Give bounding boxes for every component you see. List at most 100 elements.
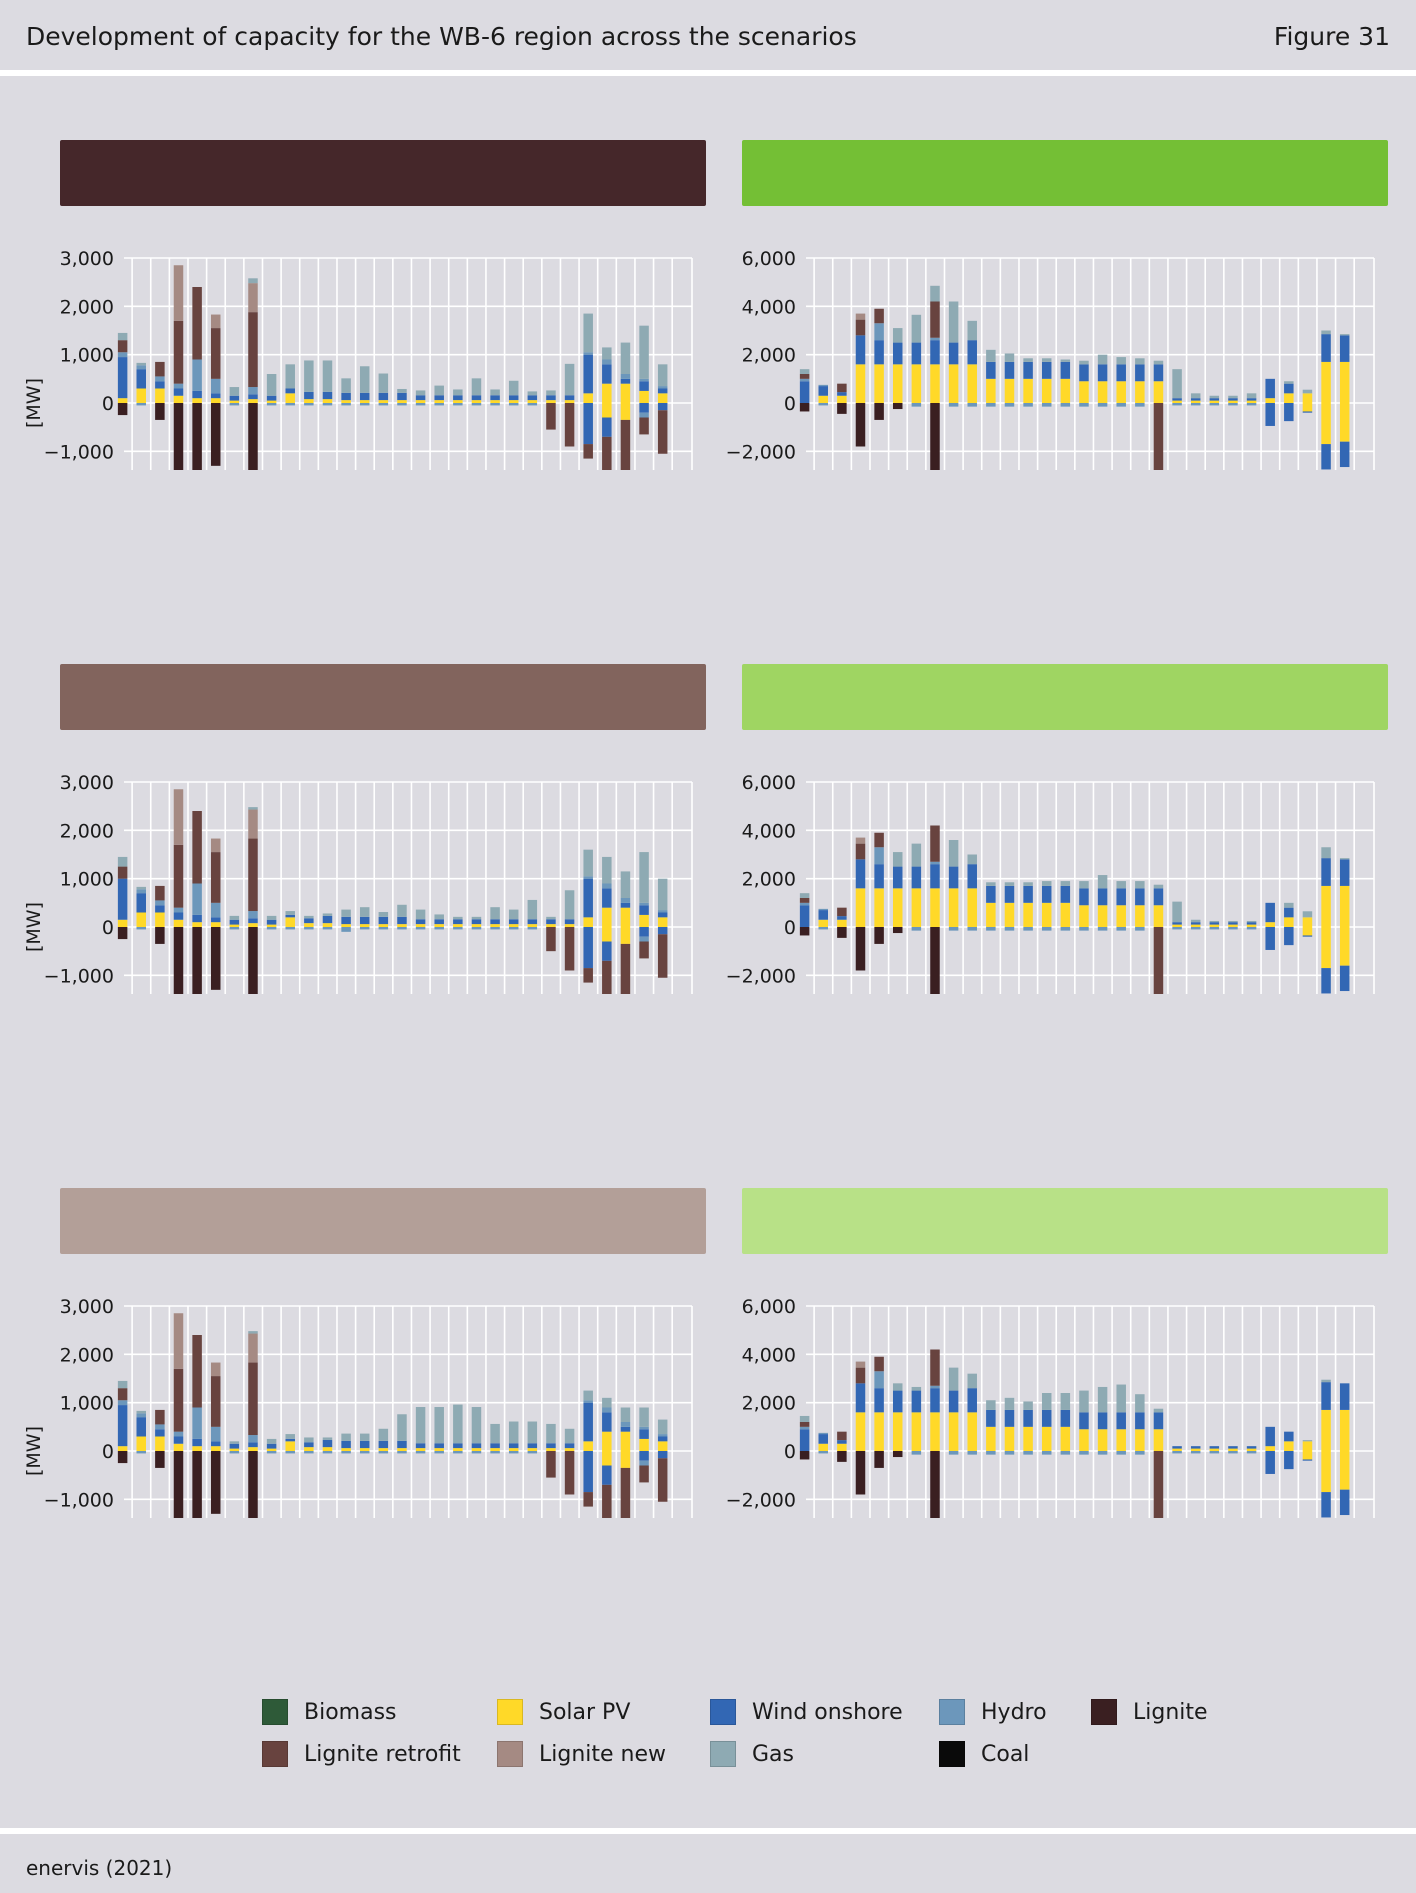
bar-segment-gas-2034 [1041,358,1052,362]
bar-segment-lignite-2024 [173,1451,184,1518]
bar-segment-solar-pv-2027 [229,924,240,927]
bar-segment-gas-2047 [602,1397,612,1408]
bar-segment-solar-pv-2038 [434,400,444,403]
bar-segment-wind-onshore-2032 [1004,361,1015,379]
bar-segment-wind-onshore-2037 [415,395,426,401]
bar-segment-wind-onshore-2034 [1041,885,1052,903]
bar-segment-solar-pv-2046 [1265,398,1275,403]
bar-segment-lignite-2028 [248,1451,258,1518]
y-tick-label: −1,000 [44,1489,114,1511]
bar-segment-gas-2038 [434,1407,444,1444]
bar-segment-hydro-2022 [136,365,146,370]
bar-segment-wind-onshore-2049 [639,403,649,413]
bar-segment-lignite-2021 [117,927,128,940]
bar-segment-hydro-2025 [192,1407,202,1439]
legend-swatch-lignite [1091,1699,1117,1725]
legend-item-lignite: Lignite [1091,1697,1208,1727]
bar-segment-hydro-2040 [471,1451,482,1454]
bar-segment-solar-pv-2037 [1097,1429,1108,1451]
bar-segment-wind-onshore-2024 [173,912,184,920]
bar-segment-hydro-2043 [527,1451,538,1454]
bar-segment-lignite-retrofit-2025 [874,832,884,848]
bar-segment-hydro-2042 [1190,403,1201,406]
bar-segment-hydro-2042 [1190,927,1201,930]
bar-segment-wind-onshore-2046 [583,878,593,918]
bar-segment-solar-pv-2041 [1172,1448,1182,1451]
bar-segment-solar-pv-2048 [620,1451,631,1468]
bar-segment-wind-onshore-2045 [564,395,575,401]
bar-segment-lignite-2028 [248,927,258,994]
bar-segment-wind-onshore-2045 [1246,1446,1257,1449]
bar-segment-wind-onshore-2031 [304,391,314,400]
y-tick-label: 0 [784,1441,796,1463]
bar-segment-wind-onshore-2026 [892,1390,903,1413]
bar-segment-solar-pv-2037 [415,924,426,927]
bar-segment-gas-2047 [1284,381,1294,384]
bar-segment-wind-onshore-2047 [602,364,612,384]
bar-segment-wind-onshore-2047 [602,888,612,908]
bar-segment-wind-onshore-2050 [657,1451,668,1459]
bar-segment-solar-pv-2047 [602,1431,612,1451]
y-tick-label: 4,000 [742,296,796,318]
bar-segment-solar-pv-2037 [1097,381,1108,403]
bar-segment-hydro-2046 [583,1400,593,1403]
bar-segment-hydro-2021 [799,1426,810,1430]
bar-segment-gas-2035 [1060,359,1071,362]
bar-segment-hydro-2043 [1209,927,1220,930]
bar-segment-gas-2044 [546,1423,556,1444]
bar-segment-solar-pv-2027 [911,888,922,927]
y-tick-label: 3,000 [60,248,114,270]
bar-segment-wind-onshore-2043 [1209,922,1220,925]
bar-segment-lignite-2021 [799,403,810,412]
bar-segment-hydro-2049 [639,412,649,418]
bar-segment-hydro-2047 [602,883,612,889]
bar-segment-wind-onshore-2041 [490,919,500,925]
bar-segment-solar-pv-2044 [546,1448,556,1451]
bar-segment-solar-pv-2030 [285,393,295,403]
bar-segment-lignite-2025 [874,927,884,944]
bar-segment-gas-2045 [564,363,575,396]
bar-segment-lignite-retrofit-2028 [248,1362,258,1436]
bar-segment-wind-onshore-2039 [453,919,463,925]
legend-label-solar-pv: Solar PV [539,1699,631,1725]
bar-segment-wind-onshore-2040 [471,395,482,401]
bar-segment-hydro-2022 [136,1451,146,1454]
bar-segment-gas-2047 [602,347,612,360]
bar-segment-gas-2028 [248,1331,258,1334]
bar-segment-gas-2032 [322,913,333,916]
bar-segment-wind-onshore-2044 [546,919,556,925]
bar-segment-hydro-2044 [1228,927,1238,930]
bar-segment-wind-onshore-2030 [967,864,977,889]
bar-segment-gas-2042 [508,380,519,396]
scenario-banner [742,664,1388,730]
bar-segment-wind-onshore-2021 [117,878,128,920]
bar-segment-solar-pv-2046 [583,1441,593,1451]
bar-segment-wind-onshore-2031 [304,918,314,924]
bar-segment-gas-2039 [1135,1394,1145,1413]
bar-segment-wind-onshore-2028 [248,394,258,400]
bar-segment-lignite-2026 [210,1451,221,1514]
bar-segment-gas-2044 [546,390,556,396]
bar-segment-gas-2031 [304,1437,314,1443]
bar-segment-solar-pv-2022 [818,1443,828,1451]
bar-segment-wind-onshore-2049 [639,1451,649,1461]
bar-segment-solar-pv-2049 [639,914,649,927]
bar-segment-hydro-2027 [229,927,240,930]
bar-segment-hydro-2021 [799,902,810,906]
bar-segment-solar-pv-2025 [874,364,884,403]
bar-segment-solar-pv-2044 [1228,400,1238,403]
bar-segment-solar-pv-2030 [285,917,295,927]
scenario-banner [742,140,1388,206]
bar-segment-gas-2043 [1209,920,1220,923]
bar-segment-solar-pv-2044 [1228,924,1238,927]
bar-segment-gas-2030 [967,320,977,341]
bar-segment-wind-onshore-2046 [583,403,593,445]
bar-segment-lignite-retrofit-2047 [602,436,612,470]
bar-segment-lignite-retrofit-2047 [602,1484,612,1518]
bar-segment-wind-onshore-2047 [1284,403,1294,422]
bar-segment-solar-pv-2026 [892,888,903,927]
bar-segment-wind-onshore-2024 [855,1383,866,1413]
bar-segment-wind-onshore-2044 [546,395,556,401]
bar-segment-lignite-retrofit-2040 [1153,927,1164,994]
bar-segment-hydro-2049 [639,378,649,382]
